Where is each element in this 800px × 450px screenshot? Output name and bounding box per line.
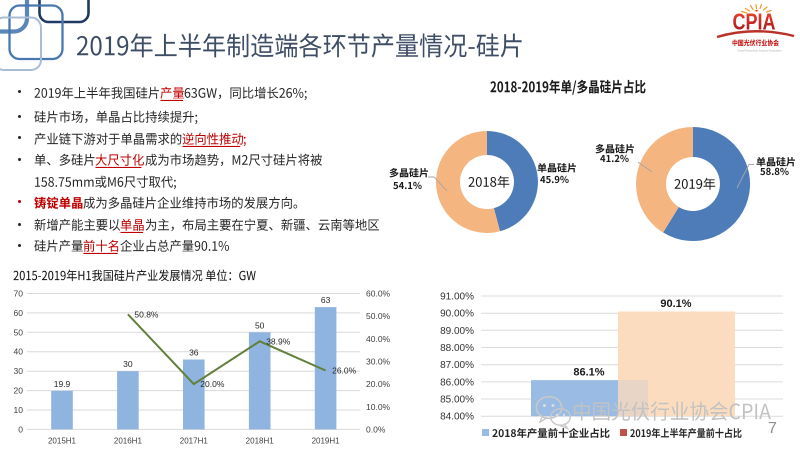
svg-text:38.9%: 38.9% xyxy=(266,336,291,346)
svg-text:90.00%: 90.00% xyxy=(440,309,474,320)
svg-text:60: 60 xyxy=(14,308,24,318)
svg-text:60.0%: 60.0% xyxy=(366,289,391,299)
svg-text:20: 20 xyxy=(14,386,24,396)
svg-text:36: 36 xyxy=(189,348,199,358)
svg-text:2019H1: 2019H1 xyxy=(312,437,341,446)
svg-text:40: 40 xyxy=(14,347,24,357)
svg-text:91.00%: 91.00% xyxy=(440,292,474,303)
svg-text:50: 50 xyxy=(14,327,24,337)
svg-text:70: 70 xyxy=(14,289,24,299)
svg-text:50: 50 xyxy=(255,320,265,330)
svg-text:0: 0 xyxy=(18,424,23,434)
svg-text:89.00%: 89.00% xyxy=(440,326,474,337)
svg-text:2018H1: 2018H1 xyxy=(246,437,275,446)
svg-text:86.1%: 86.1% xyxy=(573,367,604,379)
svg-text:2016H1: 2016H1 xyxy=(114,437,143,446)
svg-text:88.00%: 88.00% xyxy=(440,343,474,354)
svg-text:20.0%: 20.0% xyxy=(200,379,225,389)
svg-text:84.00%: 84.00% xyxy=(440,412,474,423)
svg-text:50.8%: 50.8% xyxy=(134,309,159,319)
svg-text:19.9: 19.9 xyxy=(54,379,71,389)
svg-text:26.0%: 26.0% xyxy=(332,366,357,376)
svg-text:87.00%: 87.00% xyxy=(440,360,474,371)
svg-text:30.0%: 30.0% xyxy=(366,356,391,366)
svg-text:10: 10 xyxy=(14,405,24,415)
svg-text:10.0%: 10.0% xyxy=(366,402,391,412)
svg-text:50.0%: 50.0% xyxy=(366,311,391,321)
svg-text:30: 30 xyxy=(14,366,24,376)
svg-text:2015H1: 2015H1 xyxy=(48,437,77,446)
svg-text:90.1%: 90.1% xyxy=(660,298,691,310)
svg-text:2017H1: 2017H1 xyxy=(180,437,209,446)
svg-text:63: 63 xyxy=(321,295,331,305)
svg-text:40.0%: 40.0% xyxy=(366,334,391,344)
svg-text:86.00%: 86.00% xyxy=(440,377,474,388)
svg-text:20.0%: 20.0% xyxy=(366,379,391,389)
svg-text:85.00%: 85.00% xyxy=(440,395,474,406)
svg-text:0.0%: 0.0% xyxy=(366,424,386,434)
svg-text:30: 30 xyxy=(123,359,133,369)
